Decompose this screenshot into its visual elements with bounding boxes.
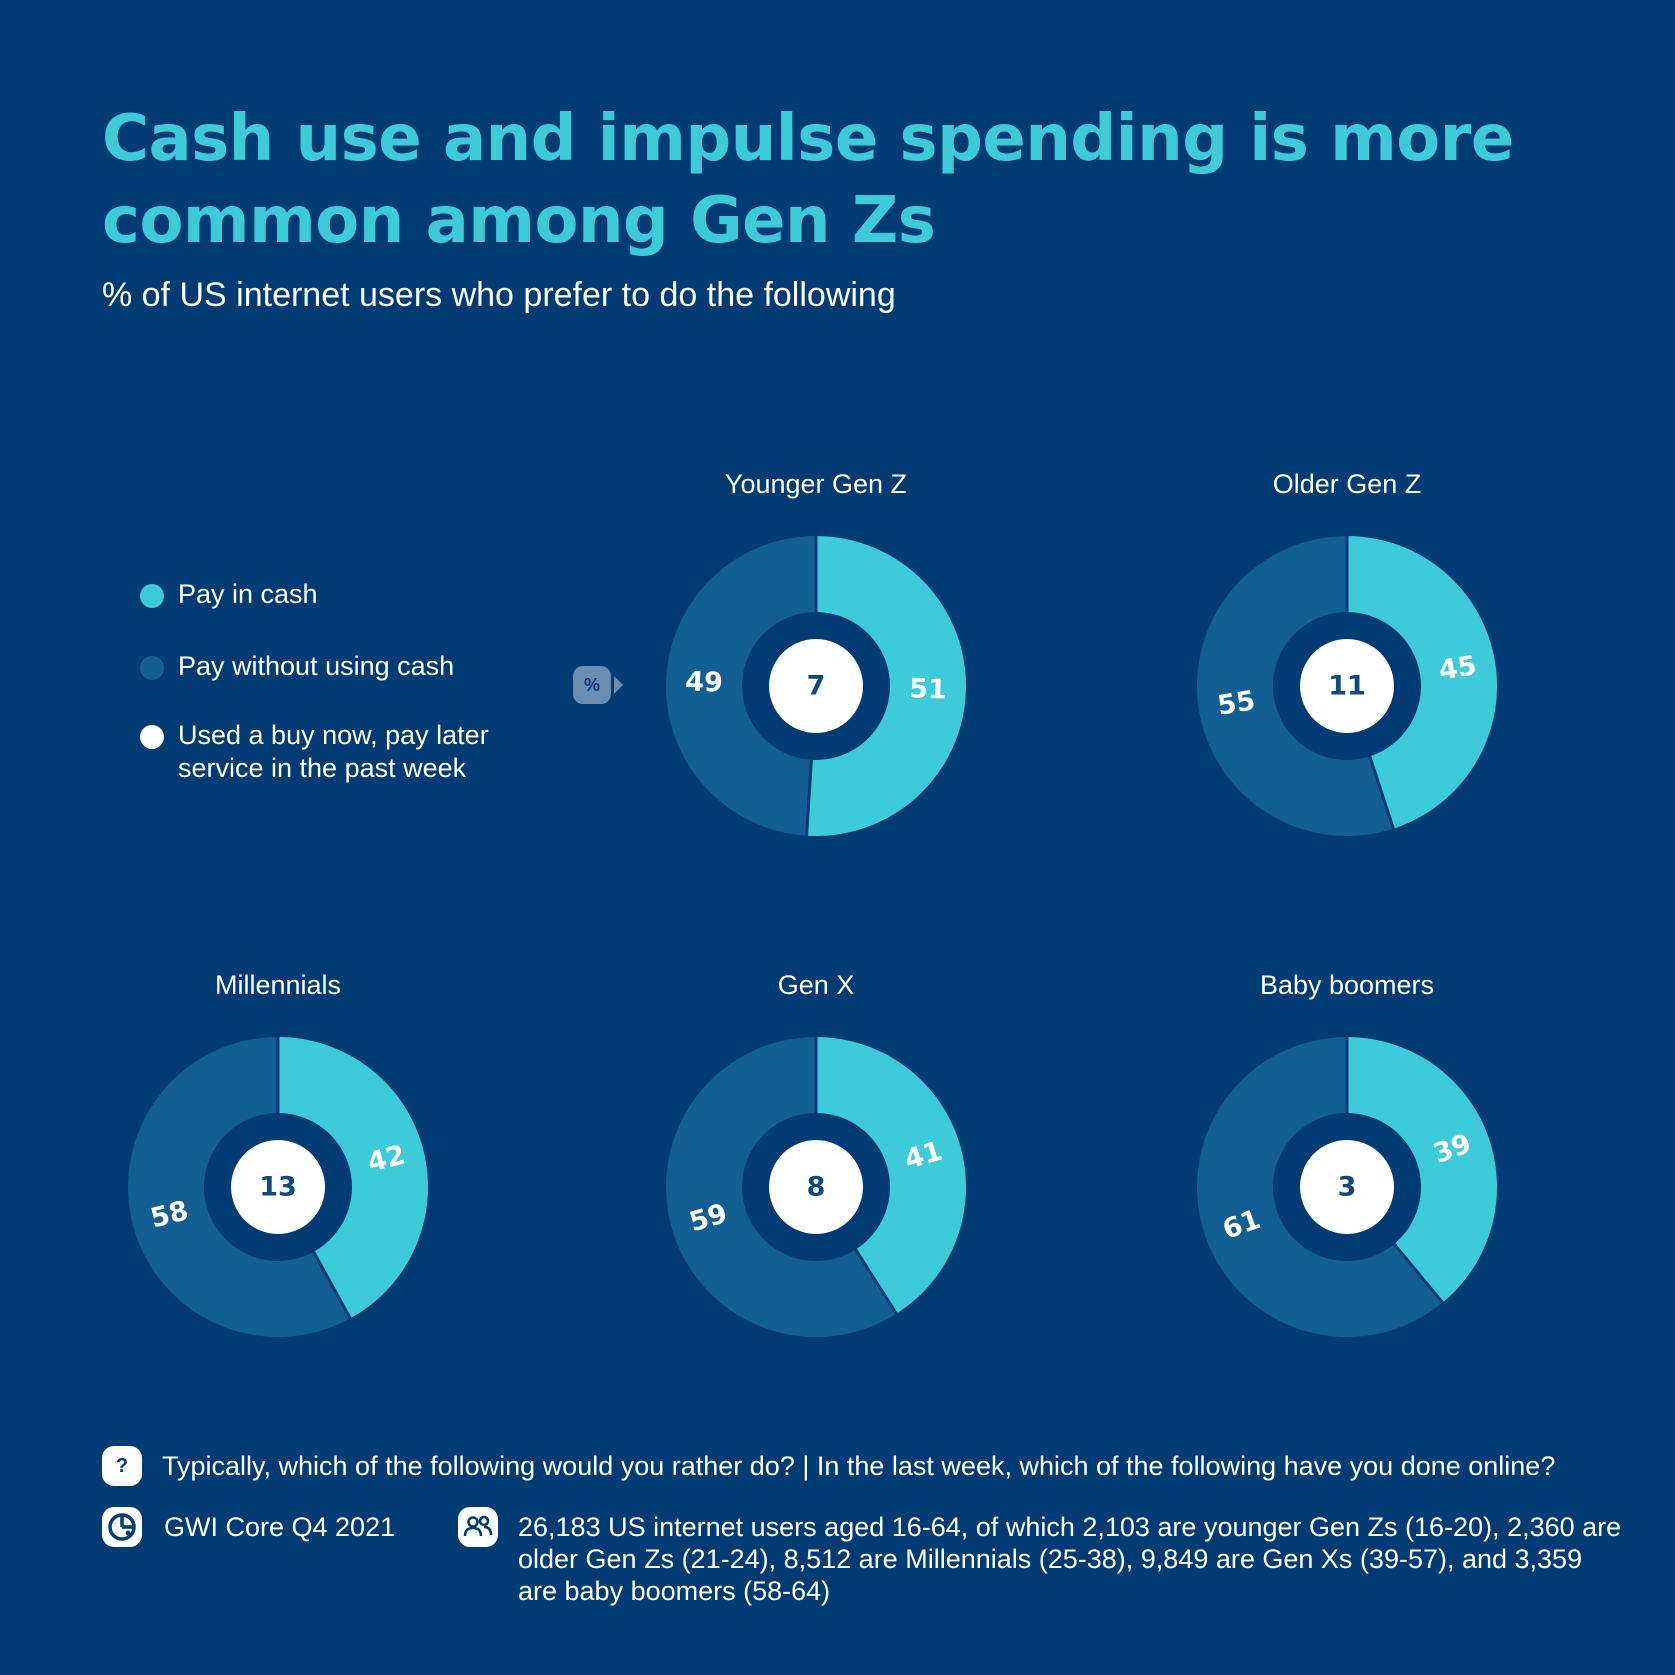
percent-badge-arrow-icon bbox=[614, 676, 623, 694]
slice-cash-gen-x bbox=[816, 1037, 967, 1314]
footer-question-text: Typically, which of the following would … bbox=[162, 1451, 1556, 1481]
legend-swatch-bnpl bbox=[140, 725, 164, 749]
cashless-value-older-gen-z: 55 bbox=[1215, 685, 1257, 721]
legend-label-bnpl: Used a buy now, pay later service in the… bbox=[178, 720, 489, 783]
gwi-logo-icon bbox=[102, 1507, 142, 1547]
chart-title-millennials: Millennials bbox=[215, 970, 341, 1000]
slice-cash-baby-boomers bbox=[1347, 1037, 1498, 1303]
people-icon bbox=[458, 1507, 498, 1547]
chart-title-older-gen-z: Older Gen Z bbox=[1273, 469, 1422, 499]
footer-base: 26,183 US internet users aged 16-64, of … bbox=[458, 1507, 1626, 1607]
legend-label-cash: Pay in cash bbox=[178, 579, 318, 609]
percent-badge-icon: % bbox=[573, 666, 611, 704]
legend-swatch-cash bbox=[140, 584, 164, 608]
chart-title-baby-boomers: Baby boomers bbox=[1260, 970, 1434, 1000]
slice-divider-older-gen-z-1 bbox=[1368, 755, 1396, 831]
legend-item-bnpl: Used a buy now, pay later service in the… bbox=[140, 719, 538, 785]
slice-divider-younger-gen-z-1 bbox=[805, 759, 813, 837]
bnpl-circle-millennials bbox=[231, 1140, 325, 1234]
chart-subtitle: % of US internet users who prefer to do … bbox=[102, 276, 896, 314]
bnpl-circle-older-gen-z bbox=[1300, 639, 1394, 733]
chart-title: Cash use and impulse spending is more co… bbox=[102, 102, 1514, 258]
slice-cashless-baby-boomers bbox=[1197, 1037, 1443, 1337]
slice-cashless-gen-x bbox=[666, 1037, 897, 1337]
slice-cash-older-gen-z bbox=[1347, 536, 1497, 829]
footer-source: GWI Core Q4 2021 bbox=[102, 1507, 395, 1547]
bnpl-value-older-gen-z: 11 bbox=[1328, 671, 1366, 702]
legend-swatch-cashless bbox=[140, 656, 164, 680]
bnpl-circle-younger-gen-z bbox=[769, 639, 863, 733]
slice-cashless-older-gen-z bbox=[1196, 536, 1394, 837]
bnpl-circle-gen-x bbox=[769, 1140, 863, 1234]
percent-badge-label: % bbox=[583, 675, 600, 695]
footer-question: ? Typically, which of the following woul… bbox=[102, 1446, 1555, 1486]
slice-cash-younger-gen-z bbox=[806, 536, 967, 836]
cash-value-older-gen-z: 45 bbox=[1437, 650, 1479, 686]
slice-cash-millennials bbox=[278, 1037, 429, 1319]
slice-cashless-millennials bbox=[128, 1037, 351, 1337]
slice-divider-gen-x-1 bbox=[854, 1248, 899, 1316]
question-icon: ? bbox=[102, 1446, 142, 1486]
slice-cashless-younger-gen-z bbox=[666, 536, 816, 836]
legend-item-cash: Pay in cash bbox=[140, 578, 538, 611]
slice-divider-baby-boomers-1 bbox=[1393, 1243, 1445, 1305]
bnpl-value-younger-gen-z: 7 bbox=[807, 671, 826, 702]
legend-item-cashless: Pay without using cash bbox=[140, 650, 538, 683]
bnpl-value-millennials: 13 bbox=[259, 1172, 297, 1203]
donut-charts: Younger Gen Z 7 51 49 Older Gen Z 11 45 55 Mille… bbox=[128, 469, 1498, 1337]
cash-value-younger-gen-z: 51 bbox=[909, 673, 948, 705]
bnpl-value-baby-boomers: 3 bbox=[1338, 1172, 1357, 1203]
legend-label-cashless: Pay without using cash bbox=[178, 651, 455, 681]
bnpl-value-gen-x: 8 bbox=[807, 1172, 826, 1203]
chart-title-younger-gen-z: Younger Gen Z bbox=[725, 469, 907, 499]
bnpl-circle-baby-boomers bbox=[1300, 1140, 1394, 1234]
footer-source-text: GWI Core Q4 2021 bbox=[164, 1512, 396, 1542]
footer-base-text: 26,183 US internet users aged 16-64, of … bbox=[518, 1512, 1622, 1606]
slice-divider-millennials-1 bbox=[312, 1251, 353, 1321]
cashless-value-younger-gen-z: 49 bbox=[685, 666, 724, 698]
chart-title-gen-x: Gen X bbox=[778, 970, 855, 1000]
